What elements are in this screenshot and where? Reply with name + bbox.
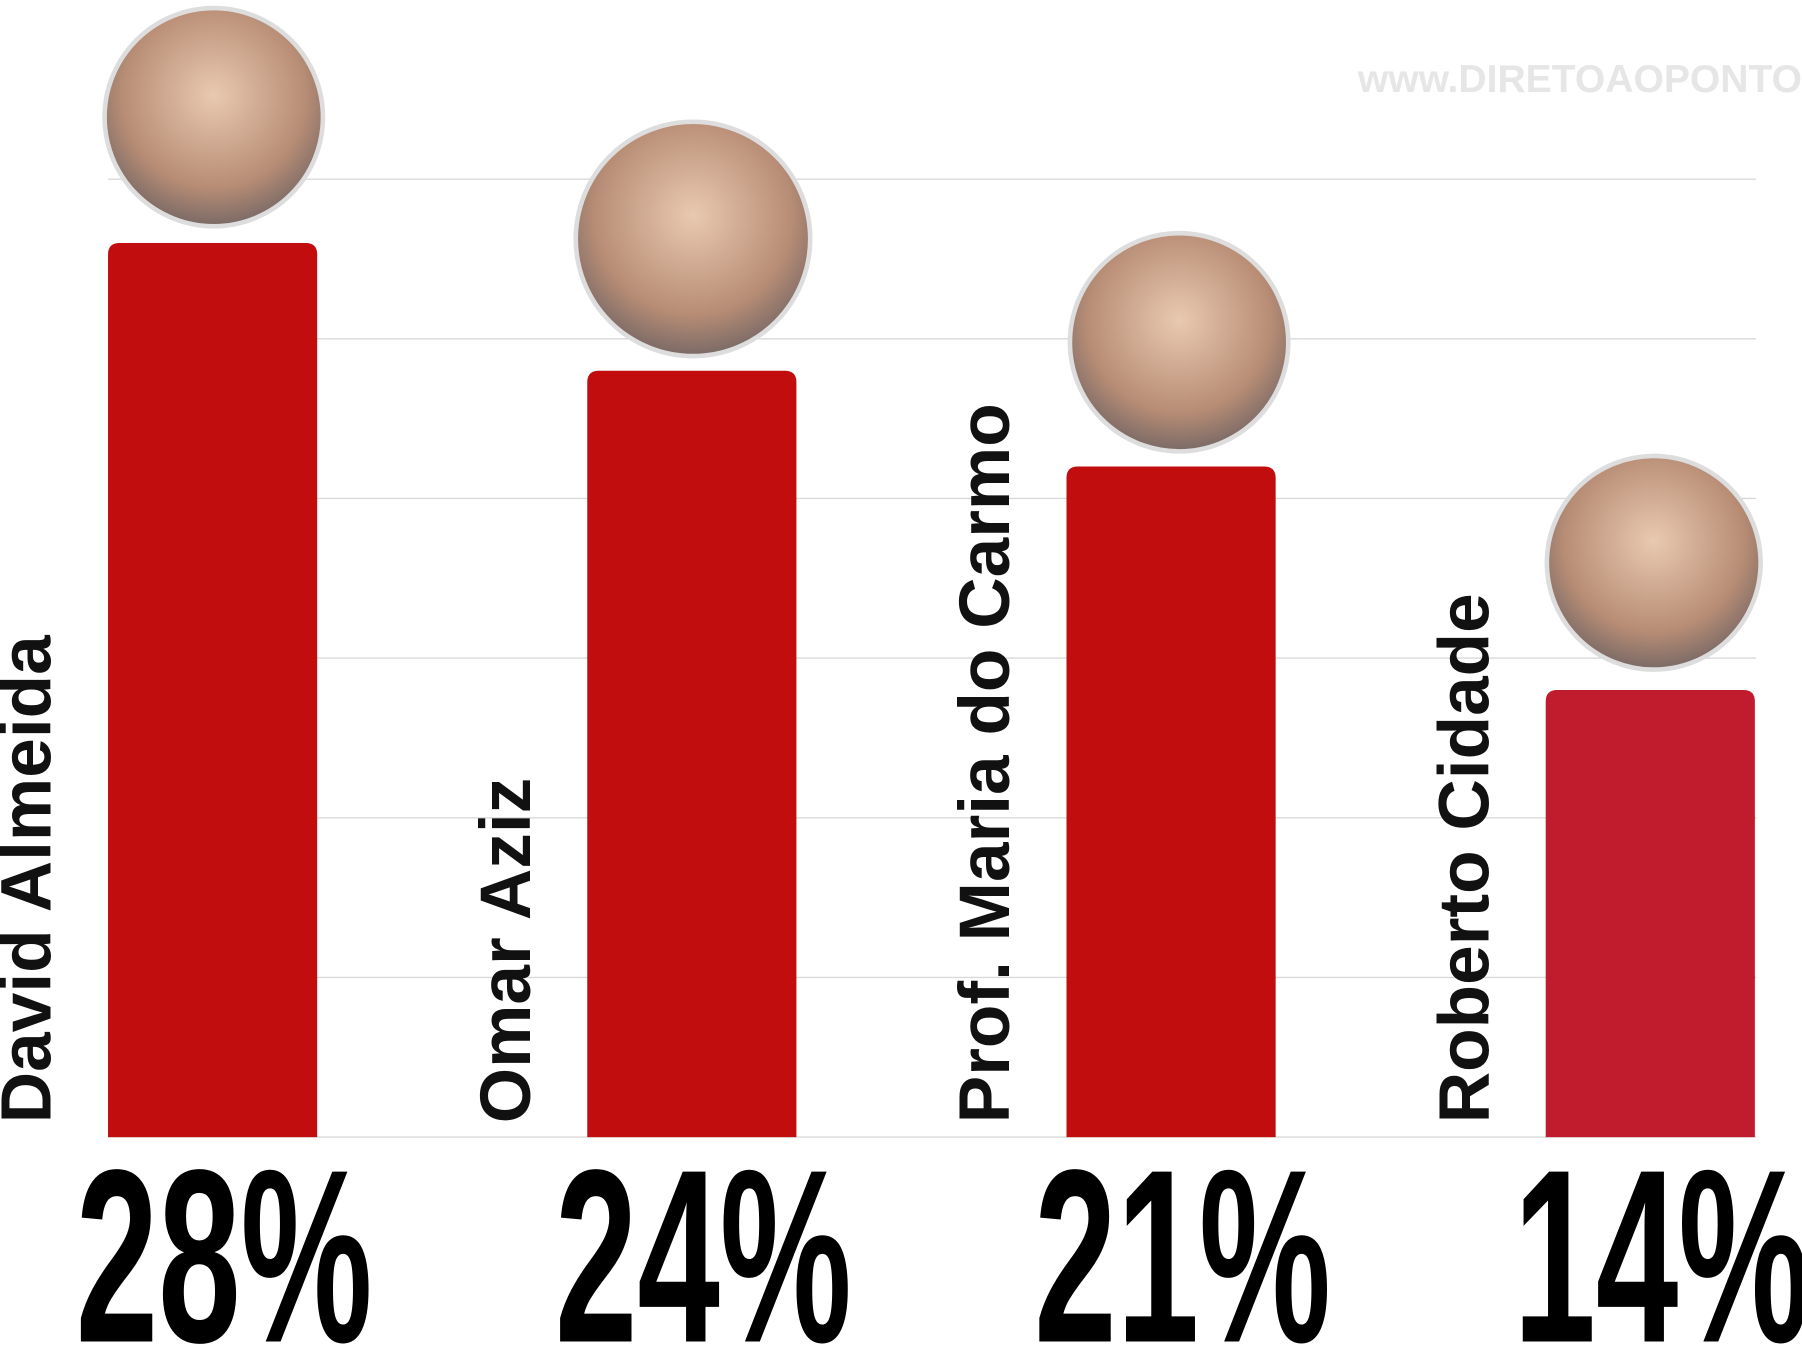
value-label: 14% [1513,1120,1802,1353]
candidate-photo [1544,453,1763,672]
candidate-name: Prof. Maria do Carmo [946,403,1025,1123]
bar [1545,690,1755,1138]
candidate-name: Roberto Cidade [1425,593,1504,1123]
bar [108,243,318,1138]
value-label: 24% [555,1120,852,1353]
value-label: 28% [76,1120,373,1353]
candidate-name: Omar Aziz [467,778,546,1124]
candidate-photo [573,119,813,359]
bar [1066,466,1276,1138]
candidate-photo [102,5,326,229]
candidate-name: David Almeida [0,634,67,1123]
grid [108,178,1757,1138]
photos [102,5,1763,672]
bar [587,370,797,1138]
watermark: www.DIRETOAOPONTO [1357,58,1802,101]
bars [108,243,1755,1138]
value-label: 21% [1034,1120,1331,1353]
candidate-photo [1067,230,1291,454]
